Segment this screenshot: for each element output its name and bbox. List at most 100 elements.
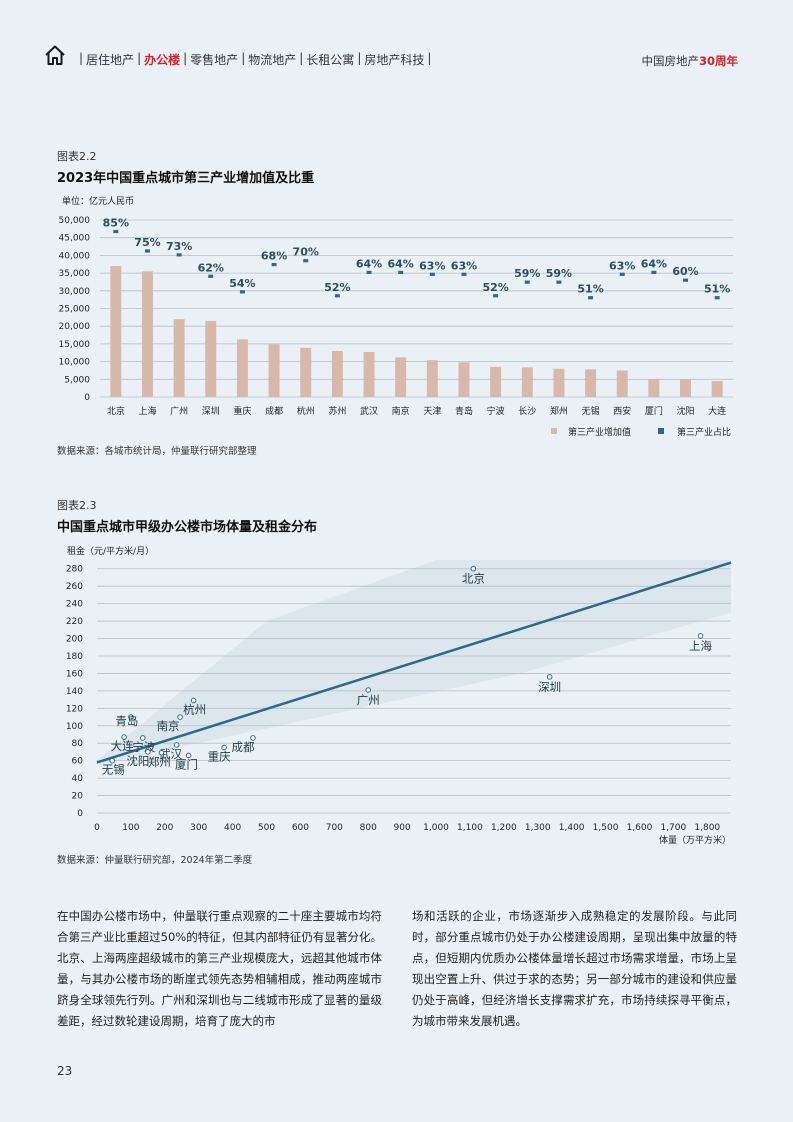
chart1-y-tick: 35,000 — [59, 269, 91, 279]
chart2-point — [546, 674, 553, 680]
page-header: | 居住地产 | 办公楼 | 零售地产 | 物流地产 | 长租公寓 | 房地产科… — [0, 0, 793, 80]
chart1-share-label: 63% — [419, 259, 445, 272]
chart1-x-tick: 沈阳 — [677, 405, 695, 417]
nav-item-residential[interactable]: 居住地产 — [86, 53, 135, 67]
chart1-share-marker — [429, 272, 435, 276]
chart1-y-tick: 5,000 — [64, 375, 90, 385]
chart1-bar — [110, 266, 122, 397]
chart1-share-label: 73% — [166, 240, 192, 253]
chart2-point-label: 北京 — [462, 572, 485, 586]
chart1-x-tick: 大连 — [708, 405, 726, 417]
figure1-title: 2023年中国重点城市第三产业增加值及比重 — [57, 171, 315, 186]
chart1-share-marker — [556, 280, 562, 284]
chart2-y-tick: 20 — [72, 792, 84, 802]
chart2-y-tick: 180 — [66, 652, 83, 662]
chart2-point-label: 厦门 — [175, 757, 198, 771]
chart2-point-label: 上海 — [689, 639, 712, 653]
chart1-x-tick: 苏州 — [328, 405, 346, 417]
chart1-legend-swatch-value — [551, 428, 557, 434]
chart2-x-tick: 1,000 — [423, 823, 449, 833]
nav-item-office[interactable]: 办公楼 — [144, 53, 181, 67]
chart2-x-tick: 1,400 — [559, 823, 585, 833]
chart2-x-tick: 1,300 — [525, 823, 551, 833]
chart1-y-tick: 10,000 — [59, 358, 91, 368]
figure1-source: 数据来源：各城市统计局，仲量联行研究部整理 — [57, 446, 257, 457]
chart2-y-tick: 260 — [66, 582, 83, 592]
chart2-y-tick: 280 — [66, 565, 83, 575]
chart1-share-label: 59% — [546, 267, 572, 280]
chart2-y-tick: 200 — [66, 635, 83, 645]
chart1-share-marker — [239, 290, 245, 294]
chart2-x-tick: 200 — [156, 823, 173, 833]
nav-item-logistics[interactable]: 物流地产 — [248, 53, 297, 67]
chart2-point — [109, 757, 116, 764]
office-scatter-chart: 租金（元/平方米/月） 0 20 40 60 80 100 120 140 160 180 200 22… — [66, 545, 732, 846]
chart1-bar — [395, 357, 407, 397]
chart1-share-label: 51% — [704, 283, 730, 296]
chart1-share-marker — [398, 270, 404, 274]
chart1-share-label: 62% — [198, 261, 224, 274]
chart2-point — [173, 742, 180, 748]
page-number: 23 — [57, 1064, 73, 1078]
chart1-bar — [300, 347, 312, 397]
nav-item-retail[interactable]: 零售地产 — [190, 53, 239, 67]
chart1-bar — [331, 350, 343, 397]
chart2-y-axis-label: 租金（元/平方米/月） — [67, 545, 154, 557]
chart1-bar — [553, 368, 565, 397]
chart1-x-tick: 长沙 — [518, 405, 536, 417]
figure2-source: 数据来源：仲量联行研究部，2024年第二季度 — [57, 855, 253, 866]
chart1-x-tick: 天津 — [423, 406, 441, 417]
body-text-left: 在中国办公楼市场中，仲量联行重点观察的二十座主要城市均符合第三产业比重超过50%… — [57, 909, 382, 1028]
chart1-share-marker — [366, 270, 372, 274]
chart1-share-marker — [524, 280, 530, 284]
chart2-x-tick: 1,700 — [660, 823, 686, 833]
chart2-x-tick: 1,100 — [457, 823, 483, 833]
chart2-y-tick: 100 — [66, 722, 83, 732]
chart1-bar — [616, 370, 628, 397]
chart1-y-tick: 15,000 — [59, 340, 91, 350]
chart1-bar — [521, 367, 533, 397]
chart2-x-tick: 800 — [360, 823, 377, 833]
chart1-x-tick: 武汉 — [360, 405, 378, 417]
chart1-share-label: 63% — [451, 259, 477, 272]
chart1-y-tick: 30,000 — [59, 287, 91, 297]
chart2-y-tick: 160 — [66, 669, 83, 679]
chart2-point-label: 重庆 — [208, 750, 231, 764]
figure1-label: 图表2.2 — [57, 150, 97, 163]
chart2-point — [221, 744, 227, 751]
chart2-point — [250, 735, 256, 741]
chart1-x-tick: 厦门 — [645, 405, 663, 417]
chart1-share-label: 54% — [229, 277, 255, 290]
chart2-point — [121, 734, 127, 740]
chart1-bar — [458, 362, 470, 397]
chart2-point-label: 南京 — [157, 719, 180, 733]
home-icon[interactable] — [44, 44, 66, 66]
chart1-legend-swatch-share — [658, 428, 664, 434]
chart1-y-tick: 50,000 — [59, 216, 91, 226]
chart2-point-label: 青岛 — [115, 714, 138, 728]
chart2-point-label: 广州 — [357, 693, 380, 707]
chart2-trend-line — [96, 561, 732, 764]
body-text-right: 场和活跃的企业，市场逐渐步入成熟稳定的发展阶段。与此同时，部分重点城市仍处于办公… — [412, 909, 737, 1028]
brand-prefix: 中国房地产 — [641, 54, 699, 68]
chart2-y-tick: 0 — [77, 809, 83, 819]
chart1-bar — [680, 379, 692, 397]
chart2-x-tick: 500 — [258, 823, 275, 833]
chart1-share-label: 68% — [261, 250, 287, 263]
figure2-title: 中国重点城市甲级办公楼市场体量及租金分布 — [57, 520, 318, 535]
nav-item-proptech[interactable]: 房地产科技 — [364, 53, 425, 67]
chart2-y-tick: 120 — [66, 704, 83, 714]
chart2-x-axis-label: 体量（万平方米） — [659, 834, 731, 846]
chart2-point — [145, 749, 151, 755]
nav-item-rental-apartment[interactable]: 长租公寓 — [306, 53, 355, 67]
chart2-point — [177, 714, 183, 720]
chart1-x-tick: 南京 — [392, 405, 410, 417]
chart1-bar — [236, 339, 248, 397]
chart1-bar — [363, 352, 375, 397]
chart2-x-tick: 0 — [94, 823, 100, 833]
chart1-share-marker — [619, 272, 625, 276]
chart1-y-tick: 20,000 — [59, 322, 91, 332]
chart1-share-marker — [651, 270, 657, 274]
chart2-x-tick: 1,500 — [593, 823, 619, 833]
chart1-share-label: 75% — [134, 236, 160, 249]
